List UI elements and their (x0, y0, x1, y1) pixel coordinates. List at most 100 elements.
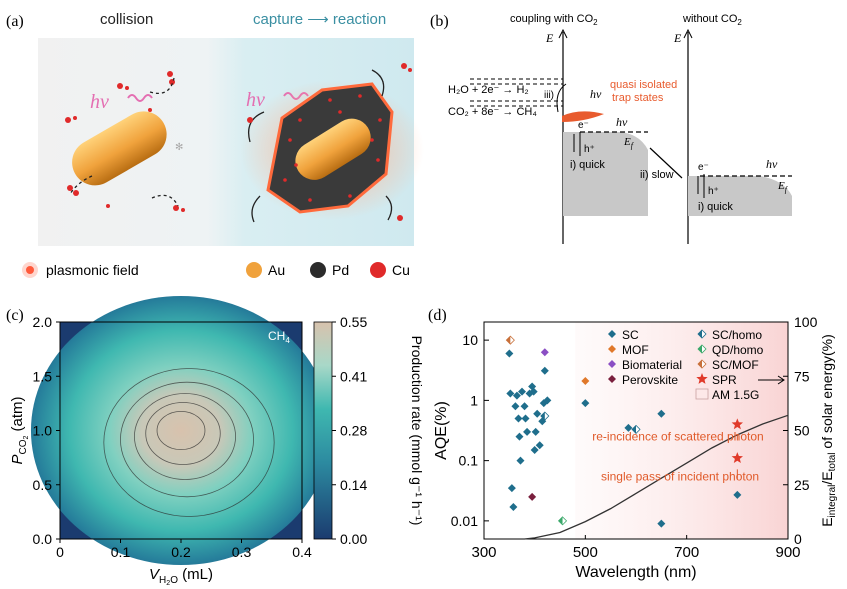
x-tick-label: 0.2 (171, 544, 191, 560)
hole-label-left: h⁺ (584, 144, 595, 155)
ef-label-left: Ef (623, 136, 635, 150)
contour-line (134, 393, 236, 480)
point-sc (624, 423, 633, 432)
y-axis-label: PCO2 (atm) (9, 396, 30, 464)
point-perovskite (528, 492, 537, 501)
legend-pd: Pd (332, 262, 349, 278)
legend-marker (608, 375, 616, 383)
slow-transfer-arrow (649, 147, 683, 179)
legend-label: Perovskite (622, 373, 678, 387)
legend-marker-half (698, 360, 702, 368)
x-tick-label: 0 (56, 544, 64, 560)
energy-label-left: E (545, 31, 554, 45)
energy-label-right: E (673, 31, 682, 45)
panel-a-legend: plasmonic field Au Pd Cu (22, 262, 410, 278)
point-sc (533, 409, 542, 418)
band-right (688, 176, 792, 216)
scatter-plot: 300 500 700 9000.010.11100255075100re-incid… (433, 314, 838, 581)
contour-line (156, 411, 206, 450)
y-tick-label: 1.0 (33, 423, 53, 439)
y-tick-label: 10 (462, 332, 478, 348)
legend-label: Biomaterial (622, 358, 682, 372)
quick-label-right: i) quick (698, 201, 733, 213)
pathway-iii-arrow (556, 83, 567, 113)
photon-wave-icon-left (127, 94, 153, 102)
point-sc (531, 427, 540, 436)
legend-label: SC (622, 328, 639, 342)
point-sc (733, 490, 742, 499)
point-sc (515, 432, 524, 441)
y2-tick-label: 50 (794, 423, 810, 439)
point-sc (505, 349, 514, 358)
x-tick-label: 0.3 (232, 544, 252, 560)
legend-plasmonic-field: plasmonic field (46, 262, 139, 278)
y-tick-label: 1 (470, 392, 478, 408)
legend-label: SPR (712, 373, 737, 387)
x-tick-label: 0.4 (292, 544, 312, 560)
legend-au: Au (268, 262, 285, 278)
panel-c-label: (c) (6, 307, 24, 324)
colorbar (313, 321, 333, 540)
small-molecule-icon: ✻ (175, 142, 183, 153)
hv-label-b2: hν (616, 115, 628, 129)
co2-reduction-eq: CO₂ + 8e⁻ → CH₄ (448, 106, 537, 118)
panel-d: (d) 300 500 700 9000.010.11100255075100re-i… (428, 307, 838, 581)
point-sc (512, 391, 521, 400)
contour-line (145, 402, 221, 465)
point-spr (731, 418, 743, 430)
panel-b-label: (b) (430, 13, 449, 30)
coupling-title: coupling with CO2 (510, 13, 598, 27)
point-sc (514, 414, 523, 423)
colorbar-tick-label: 0.28 (340, 423, 367, 439)
y2-tick-label: 25 (794, 477, 810, 493)
am15g-curve (524, 414, 789, 540)
y-axis-label: AQE(%) (433, 401, 450, 460)
point-sc (516, 456, 525, 465)
colorbar-tick-label: 0.00 (340, 531, 367, 547)
hv-label-b3: hν (766, 157, 778, 171)
y-tick-label: 2.0 (33, 314, 53, 330)
hv-label-b1: hν (590, 87, 602, 101)
legend-label: SC/homo (712, 328, 762, 342)
au-core (295, 118, 371, 180)
energy-axis-left-arrow (558, 28, 568, 39)
trap-label-line2: trap states (612, 92, 664, 104)
y2-tick-label: 0 (794, 531, 802, 547)
pd-legend-icon (310, 262, 326, 278)
ef-label-right: Ef (777, 180, 789, 194)
contour-line (120, 381, 254, 498)
point-qd-homo-half (558, 516, 563, 525)
x-tick-label: 900 (775, 544, 800, 561)
legend-label: AM 1.5G (712, 388, 759, 402)
y-tick-label: 0.5 (33, 477, 53, 493)
colorbar-tick-label: 0.55 (340, 314, 367, 330)
legend-marker (608, 330, 616, 338)
panel-a: (a) collision capture ⟶ reaction hν ✻ hν (6, 11, 424, 278)
point-sc (529, 387, 538, 396)
colorbar-label: Production rate (mmol g⁻¹ h⁻¹) (409, 336, 425, 526)
y2-tick-label: 75 (794, 368, 810, 384)
contour-line (103, 368, 275, 517)
legend-label: SC/MOF (712, 358, 759, 372)
annotation-single-pass: single pass of incident photon (601, 469, 759, 483)
point-mof (581, 376, 590, 385)
point-sc (521, 414, 530, 423)
heatmap-field (30, 295, 332, 566)
point-sc (506, 389, 515, 398)
point-sc (657, 519, 666, 528)
y2-axis-label: Eintegral/Etotal of solar energy(%) (819, 334, 838, 527)
hole-label-right: h⁺ (708, 186, 719, 197)
legend-marker (608, 345, 616, 353)
point-sc (507, 484, 516, 493)
legend-marker-half (698, 345, 702, 353)
point-sc (543, 396, 552, 405)
x-tick-label: 0.1 (111, 544, 131, 560)
molecules-left (65, 71, 185, 212)
electron-label-left: e⁻ (578, 120, 589, 131)
excitation-lines-left (573, 132, 581, 156)
without-co2-title: without CO2 (682, 13, 742, 27)
point-sc (657, 409, 666, 418)
y-tick-label: 0.0 (33, 531, 53, 547)
plasmonic-field-legend-icon (26, 266, 34, 274)
